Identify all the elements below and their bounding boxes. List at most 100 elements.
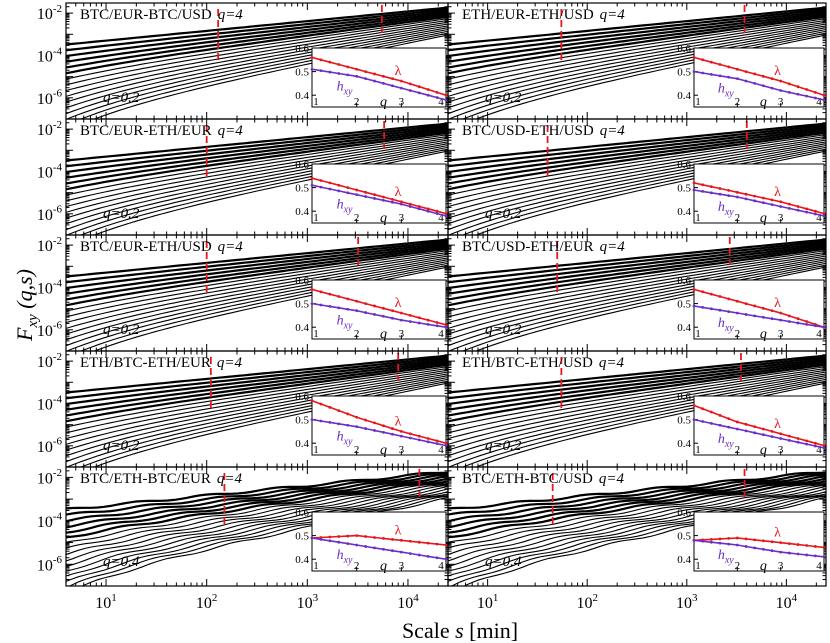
- h-series-line: [693, 418, 825, 449]
- curve-q-5: [66, 259, 448, 341]
- inset-y-tick-label: 0.4: [677, 206, 691, 218]
- curve-q-6: [448, 141, 826, 219]
- lambda-series-point-2: [319, 58, 323, 62]
- h-series-point-14: [805, 322, 809, 326]
- h-series-point-8: [373, 79, 376, 83]
- inset-frame: [311, 47, 447, 108]
- curve-q-7: [448, 23, 826, 97]
- curve-q-5: [66, 491, 448, 572]
- curve-q-9: [448, 251, 826, 318]
- curve-q-4: [66, 28, 448, 115]
- h-series-point-12: [787, 206, 791, 210]
- inset-x-tick-label: 4: [816, 560, 822, 572]
- h-series-point-6: [355, 425, 359, 429]
- h-series-point-10: [770, 317, 774, 321]
- lambda-series-point-13: [417, 540, 421, 544]
- h-series-point-7: [364, 77, 367, 81]
- curve-q-13: [448, 244, 826, 295]
- curve-q-16: [66, 354, 448, 394]
- lambda-series-point-3: [328, 535, 332, 539]
- h-series-point-13: [796, 552, 800, 556]
- lambda-series-point-5: [346, 186, 350, 190]
- h-series-point-5: [727, 542, 731, 546]
- h-series-point-7: [744, 429, 748, 433]
- lambda-series-point-2: [701, 58, 705, 62]
- inset-x-label: q: [380, 559, 387, 574]
- y-tick-label: 10-4: [37, 161, 63, 181]
- h-series-point-4: [718, 541, 722, 545]
- curve-q-11: [448, 247, 826, 307]
- y-tick-label: 10-4: [37, 511, 63, 531]
- h-series-point-16: [822, 555, 826, 559]
- h-series-point-4: [337, 540, 341, 544]
- lambda-series-point-14: [426, 541, 430, 545]
- h-series-point-12: [787, 90, 791, 94]
- panel-frame: [447, 466, 827, 587]
- h-series-point-4: [337, 306, 341, 310]
- panel-title: ETH/EUR-ETH/USD q=4: [462, 7, 625, 23]
- h-series-point-12: [408, 89, 412, 92]
- curve-q-6: [448, 373, 826, 451]
- curve-q-7: [448, 255, 826, 329]
- h-series-point-1: [692, 304, 696, 308]
- curve-q-12: [66, 361, 448, 417]
- lambda-series-line: [311, 56, 447, 96]
- h-series-point-10: [391, 316, 394, 320]
- lambda-series-point-12: [408, 432, 412, 436]
- curve-q-10: [66, 18, 448, 80]
- inset-x-tick-label: 4: [438, 444, 444, 456]
- curve-q-5: [448, 143, 826, 225]
- lambda-series-point-12: [787, 434, 791, 438]
- lambda-series-point-14: [426, 207, 430, 211]
- curve-q-14: [448, 126, 826, 174]
- curve-q-4: [448, 376, 826, 463]
- inset-x-label: q: [760, 327, 767, 342]
- curve-q-9: [66, 19, 448, 86]
- q-min-label: q=0.2: [103, 206, 140, 222]
- curve-q-2: [450, 495, 826, 586]
- lambda-series-point-8: [753, 538, 757, 542]
- lambda-series-point-16: [822, 93, 826, 97]
- curve-q-13: [448, 12, 826, 63]
- inset-x-label: q: [380, 327, 387, 342]
- curve-q-8: [66, 253, 448, 324]
- lambda-series-point-1: [310, 56, 314, 59]
- lambda-series-point-12: [787, 542, 791, 546]
- lambda-series-point-9: [382, 306, 385, 310]
- curve-q-13: [66, 360, 448, 411]
- curve-q-8: [448, 253, 826, 324]
- h-series-point-6: [735, 311, 739, 315]
- h-series-point-16: [444, 557, 448, 561]
- curve-q-14: [448, 10, 826, 58]
- lambda-series-point-11: [779, 79, 783, 83]
- curve-q-11: [448, 15, 826, 75]
- panel-4: BTC/USD-ETH/USD q=4 q=0.2 0.4 0.5 0.6 1 2 3 4 qλ hx…: [447, 118, 827, 236]
- h-series-point-5: [727, 194, 731, 198]
- lambda-series-point-15: [813, 209, 817, 213]
- curve-q-9: [448, 135, 826, 202]
- x-axis-label-main: Scale: [402, 618, 455, 643]
- lambda-series-point-15: [435, 439, 439, 443]
- inset-y-tick-label: 0.6: [677, 159, 691, 171]
- h-series-point-12: [408, 552, 412, 555]
- inset-y-tick-label: 0.4: [677, 322, 691, 334]
- lambda-series-point-16: [822, 212, 826, 215]
- h-series-point-5: [346, 307, 350, 311]
- inset-x-tick-label: 2: [354, 444, 360, 456]
- h-series-point-10: [770, 86, 774, 90]
- y-tick-label: 10-6: [37, 554, 63, 574]
- lambda-series-point-1: [692, 56, 696, 59]
- lambda-series-line: [693, 537, 825, 549]
- h-series-point-14: [426, 440, 430, 444]
- h-series-point-5: [346, 191, 350, 195]
- lambda-series-point-6: [355, 299, 359, 303]
- h-series-point-7: [364, 311, 367, 314]
- lambda-series-point-5: [727, 189, 731, 192]
- curve-q-2: [79, 380, 448, 467]
- lambda-label: λ: [395, 523, 402, 538]
- h-series-point-4: [718, 423, 722, 427]
